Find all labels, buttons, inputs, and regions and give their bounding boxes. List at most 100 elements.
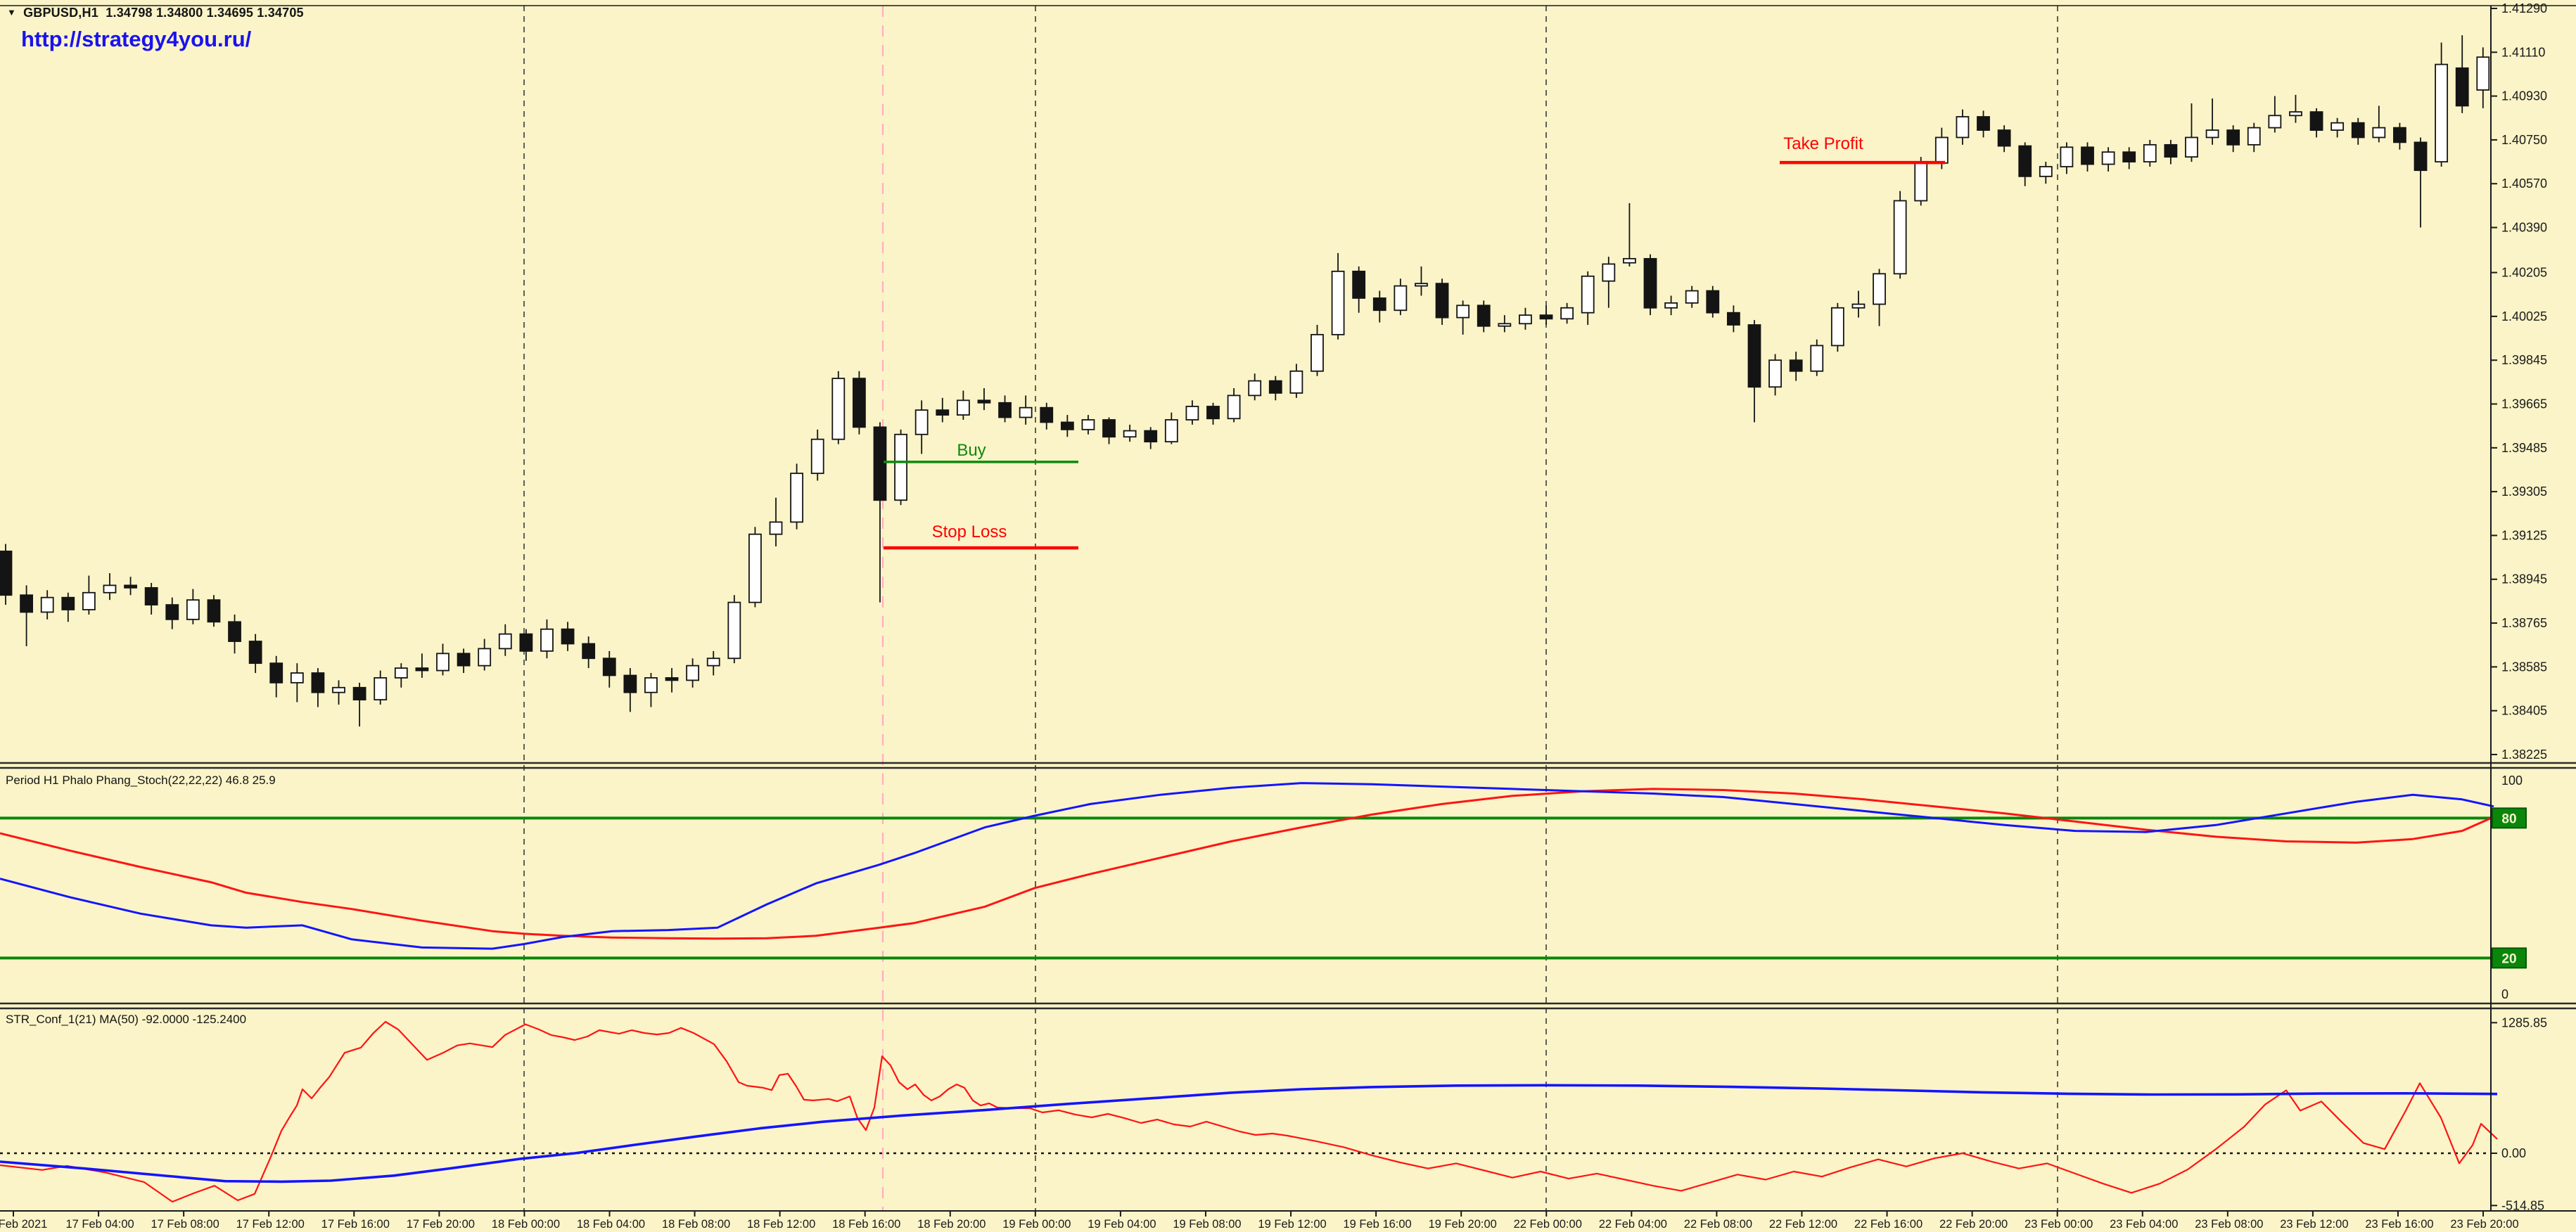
candle-body (1914, 162, 1928, 202)
candle-body (1352, 270, 1366, 299)
price-axis-label: 1.40025 (2501, 309, 2547, 323)
candle-body (82, 591, 96, 610)
candle-body (1706, 290, 1720, 314)
candle-body (2330, 122, 2345, 131)
stop-loss-line-label[interactable]: Stop Loss (932, 522, 1007, 541)
candle-body (2143, 143, 2157, 162)
candle-body (519, 633, 533, 652)
candle-body (1977, 116, 1990, 131)
time-axis-label: 17 Feb 20:00 (407, 1218, 475, 1231)
candle-body (311, 672, 325, 693)
candle-body (977, 399, 991, 404)
time-axis-label: 23 Feb 12:00 (2280, 1218, 2348, 1231)
candle-body (478, 648, 492, 667)
candle-body (1747, 324, 1761, 388)
candle-body (623, 674, 637, 693)
candle-body (2185, 136, 2198, 158)
time-axis-label: 17 Feb 2021 (0, 1218, 47, 1231)
candle-body (665, 677, 679, 681)
candle-body (228, 621, 241, 642)
stoch-level-badge (2492, 947, 2527, 969)
ma50-line (0, 1084, 2498, 1183)
candle-body (1873, 273, 1886, 305)
candle-body (498, 633, 512, 650)
take-profit-line-label[interactable]: Take Profit (1783, 134, 1863, 153)
candle-body (0, 551, 13, 596)
price-axis-label: 1.40390 (2501, 221, 2547, 235)
watermark-url: http://strategy4you.ru/ (21, 27, 252, 51)
candle-body (457, 653, 471, 667)
stoch-level-badge (2492, 807, 2527, 829)
candle-body (124, 584, 137, 589)
candle-body (165, 604, 179, 620)
candle-body (1768, 359, 1782, 388)
time-axis-label: 22 Feb 20:00 (1939, 1218, 2008, 1231)
candle-body (1602, 263, 1616, 282)
time-axis-label: 18 Feb 12:00 (747, 1218, 815, 1231)
candle-body (2018, 145, 2032, 177)
candle-body (1311, 333, 1324, 372)
candle-body (1019, 406, 1033, 418)
time-axis-label: 18 Feb 16:00 (832, 1218, 900, 1231)
time-axis-label: 23 Feb 08:00 (2195, 1218, 2263, 1231)
candle-body (1123, 430, 1137, 438)
time-axis-label: 19 Feb 00:00 (1002, 1218, 1071, 1231)
candle-body (352, 686, 366, 700)
time-axis-label: 17 Feb 08:00 (151, 1218, 219, 1231)
time-axis-label: 19 Feb 12:00 (1258, 1218, 1326, 1231)
candle-body (2226, 129, 2240, 146)
candle-body (894, 433, 907, 501)
candle-body (144, 586, 158, 605)
candle-body (1477, 304, 1491, 327)
candle-body (2122, 151, 2136, 162)
time-axis-label: 22 Feb 08:00 (1684, 1218, 1752, 1231)
candle-body (1893, 200, 1907, 275)
candle-body (2372, 127, 2386, 139)
candle-body (1394, 285, 1408, 312)
candle-body (207, 599, 221, 623)
candle-body (1519, 314, 1532, 325)
candle-body (269, 662, 283, 684)
symbol-dropdown-triangle[interactable]: ▼ (7, 7, 17, 18)
candle-body (394, 667, 408, 679)
stoch-level-badge-text: 20 (2501, 951, 2516, 966)
candle-body (2205, 129, 2219, 139)
strconf-panel-title: STR_Conf_1(21) MA(50) -92.0000 -125.2400 (6, 1013, 247, 1026)
price-axis-label: 1.39305 (2501, 485, 2547, 499)
time-axis-label: 19 Feb 16:00 (1343, 1218, 1411, 1231)
price-axis-label: 1.38765 (2501, 616, 2547, 630)
symbol-ohlc-text: GBPUSD,H1 1.34798 1.34800 1.34695 1.3470… (23, 6, 304, 20)
candle-body (1227, 394, 1241, 420)
indicator-axis-label: 0.00 (2501, 1146, 2526, 1160)
candle-body (61, 596, 75, 610)
candle-body (1164, 419, 1178, 443)
time-axis-label: 23 Feb 04:00 (2110, 1218, 2178, 1231)
candle-body (1789, 359, 1803, 372)
price-axis-label: 1.41290 (2501, 1, 2547, 15)
candle-body (2101, 151, 2115, 165)
candle-body (2060, 146, 2074, 167)
candle-body (1415, 283, 1428, 287)
candle-body (1185, 406, 1199, 421)
candle-body (727, 601, 741, 660)
candle-body (1268, 380, 1282, 394)
candle-body (1102, 419, 1116, 438)
candle-body (1456, 304, 1470, 319)
candle-body (1289, 370, 1303, 394)
price-axis-label: 1.40930 (2501, 89, 2547, 103)
time-axis-label: 18 Feb 00:00 (492, 1218, 560, 1231)
time-axis-label: 17 Feb 16:00 (321, 1218, 390, 1231)
time-axis-label: 18 Feb 20:00 (917, 1218, 986, 1231)
buy-line-label[interactable]: Buy (957, 441, 986, 460)
candle-body (2039, 166, 2053, 177)
candle-body (1956, 116, 1970, 139)
candle-body (436, 653, 449, 672)
time-axis-label: 18 Feb 04:00 (577, 1218, 645, 1231)
candle-body (1810, 345, 1824, 372)
candle-body (1643, 257, 1657, 309)
candle-body (1372, 297, 1386, 312)
stoch-main-line (0, 782, 2494, 950)
candle-body (1851, 303, 1866, 309)
